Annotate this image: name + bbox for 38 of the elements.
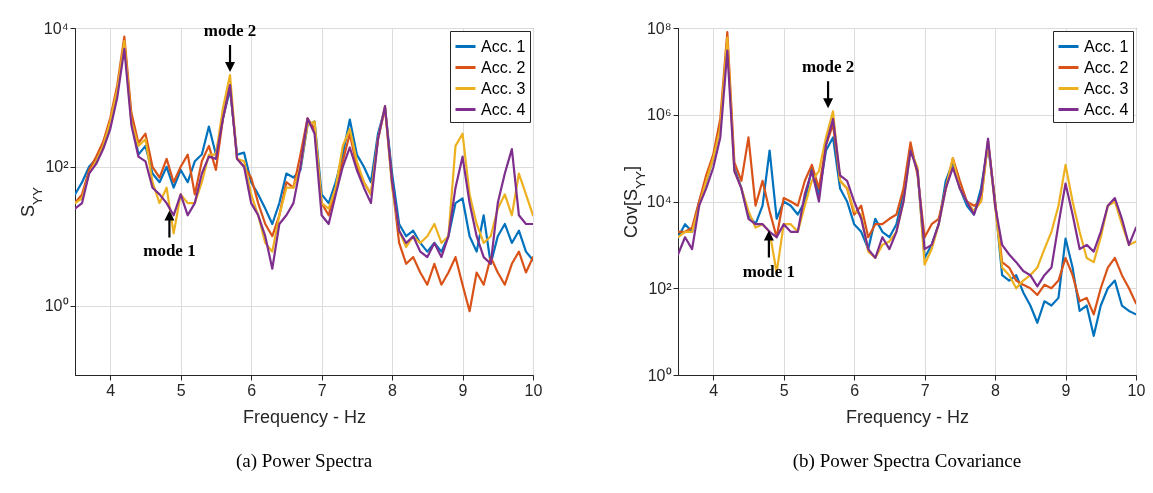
x-tick-label: 8 bbox=[388, 381, 398, 399]
x-tick-label: 9 bbox=[458, 381, 468, 399]
legend-label: Acc. 3 bbox=[1084, 79, 1129, 97]
x-axis-title: Frequency - Hz bbox=[242, 406, 367, 427]
annotation: mode 2 bbox=[203, 21, 257, 41]
y-tick-label: 10⁰ bbox=[647, 366, 672, 384]
y-tick-label: 10⁶ bbox=[647, 106, 672, 124]
text: (b) Power Spectra Covariance bbox=[792, 450, 1022, 472]
x-tick-label: 4 bbox=[709, 381, 719, 399]
legend-label: Acc. 2 bbox=[481, 58, 526, 76]
x-tick-label: 4 bbox=[106, 381, 116, 399]
x-tick-label: 5 bbox=[176, 381, 186, 399]
annotation: mode 2 bbox=[801, 57, 855, 77]
y-tick-label: 10² bbox=[45, 158, 70, 176]
x-tick-label: 5 bbox=[779, 381, 789, 399]
legend-label: Acc. 1 bbox=[1084, 37, 1129, 55]
legend-label: Acc. 2 bbox=[1084, 58, 1129, 76]
legend-label: Acc. 1 bbox=[481, 37, 526, 55]
x-tick-label: 7 bbox=[317, 381, 327, 399]
y-tick-label: 10⁸ bbox=[646, 19, 672, 37]
legend-label: Acc. 3 bbox=[481, 79, 526, 97]
annotation: mode 1 bbox=[143, 241, 196, 261]
y-tick-label: 10⁴ bbox=[646, 193, 672, 210]
x-tick-label: 6 bbox=[247, 381, 257, 399]
x-tick-label: 10 bbox=[1127, 381, 1146, 399]
y-tick-label: 10² bbox=[648, 279, 673, 297]
text: (a) Power Spectra bbox=[235, 450, 373, 472]
y-tick-label: 10⁴ bbox=[43, 19, 69, 37]
x-tick-label: 6 bbox=[850, 381, 860, 399]
annotation: mode 1 bbox=[742, 261, 796, 281]
y-tick-label: 10⁰ bbox=[44, 297, 69, 315]
x-axis-title: Frequency - Hz bbox=[845, 406, 970, 427]
x-tick-label: 10 bbox=[524, 381, 543, 399]
x-tick-label: 8 bbox=[991, 381, 1001, 399]
x-tick-label: 9 bbox=[1061, 381, 1071, 399]
legend-label: Acc. 4 bbox=[481, 100, 526, 118]
x-tick-label: 7 bbox=[920, 381, 930, 399]
legend-label: Acc. 4 bbox=[1084, 100, 1129, 118]
